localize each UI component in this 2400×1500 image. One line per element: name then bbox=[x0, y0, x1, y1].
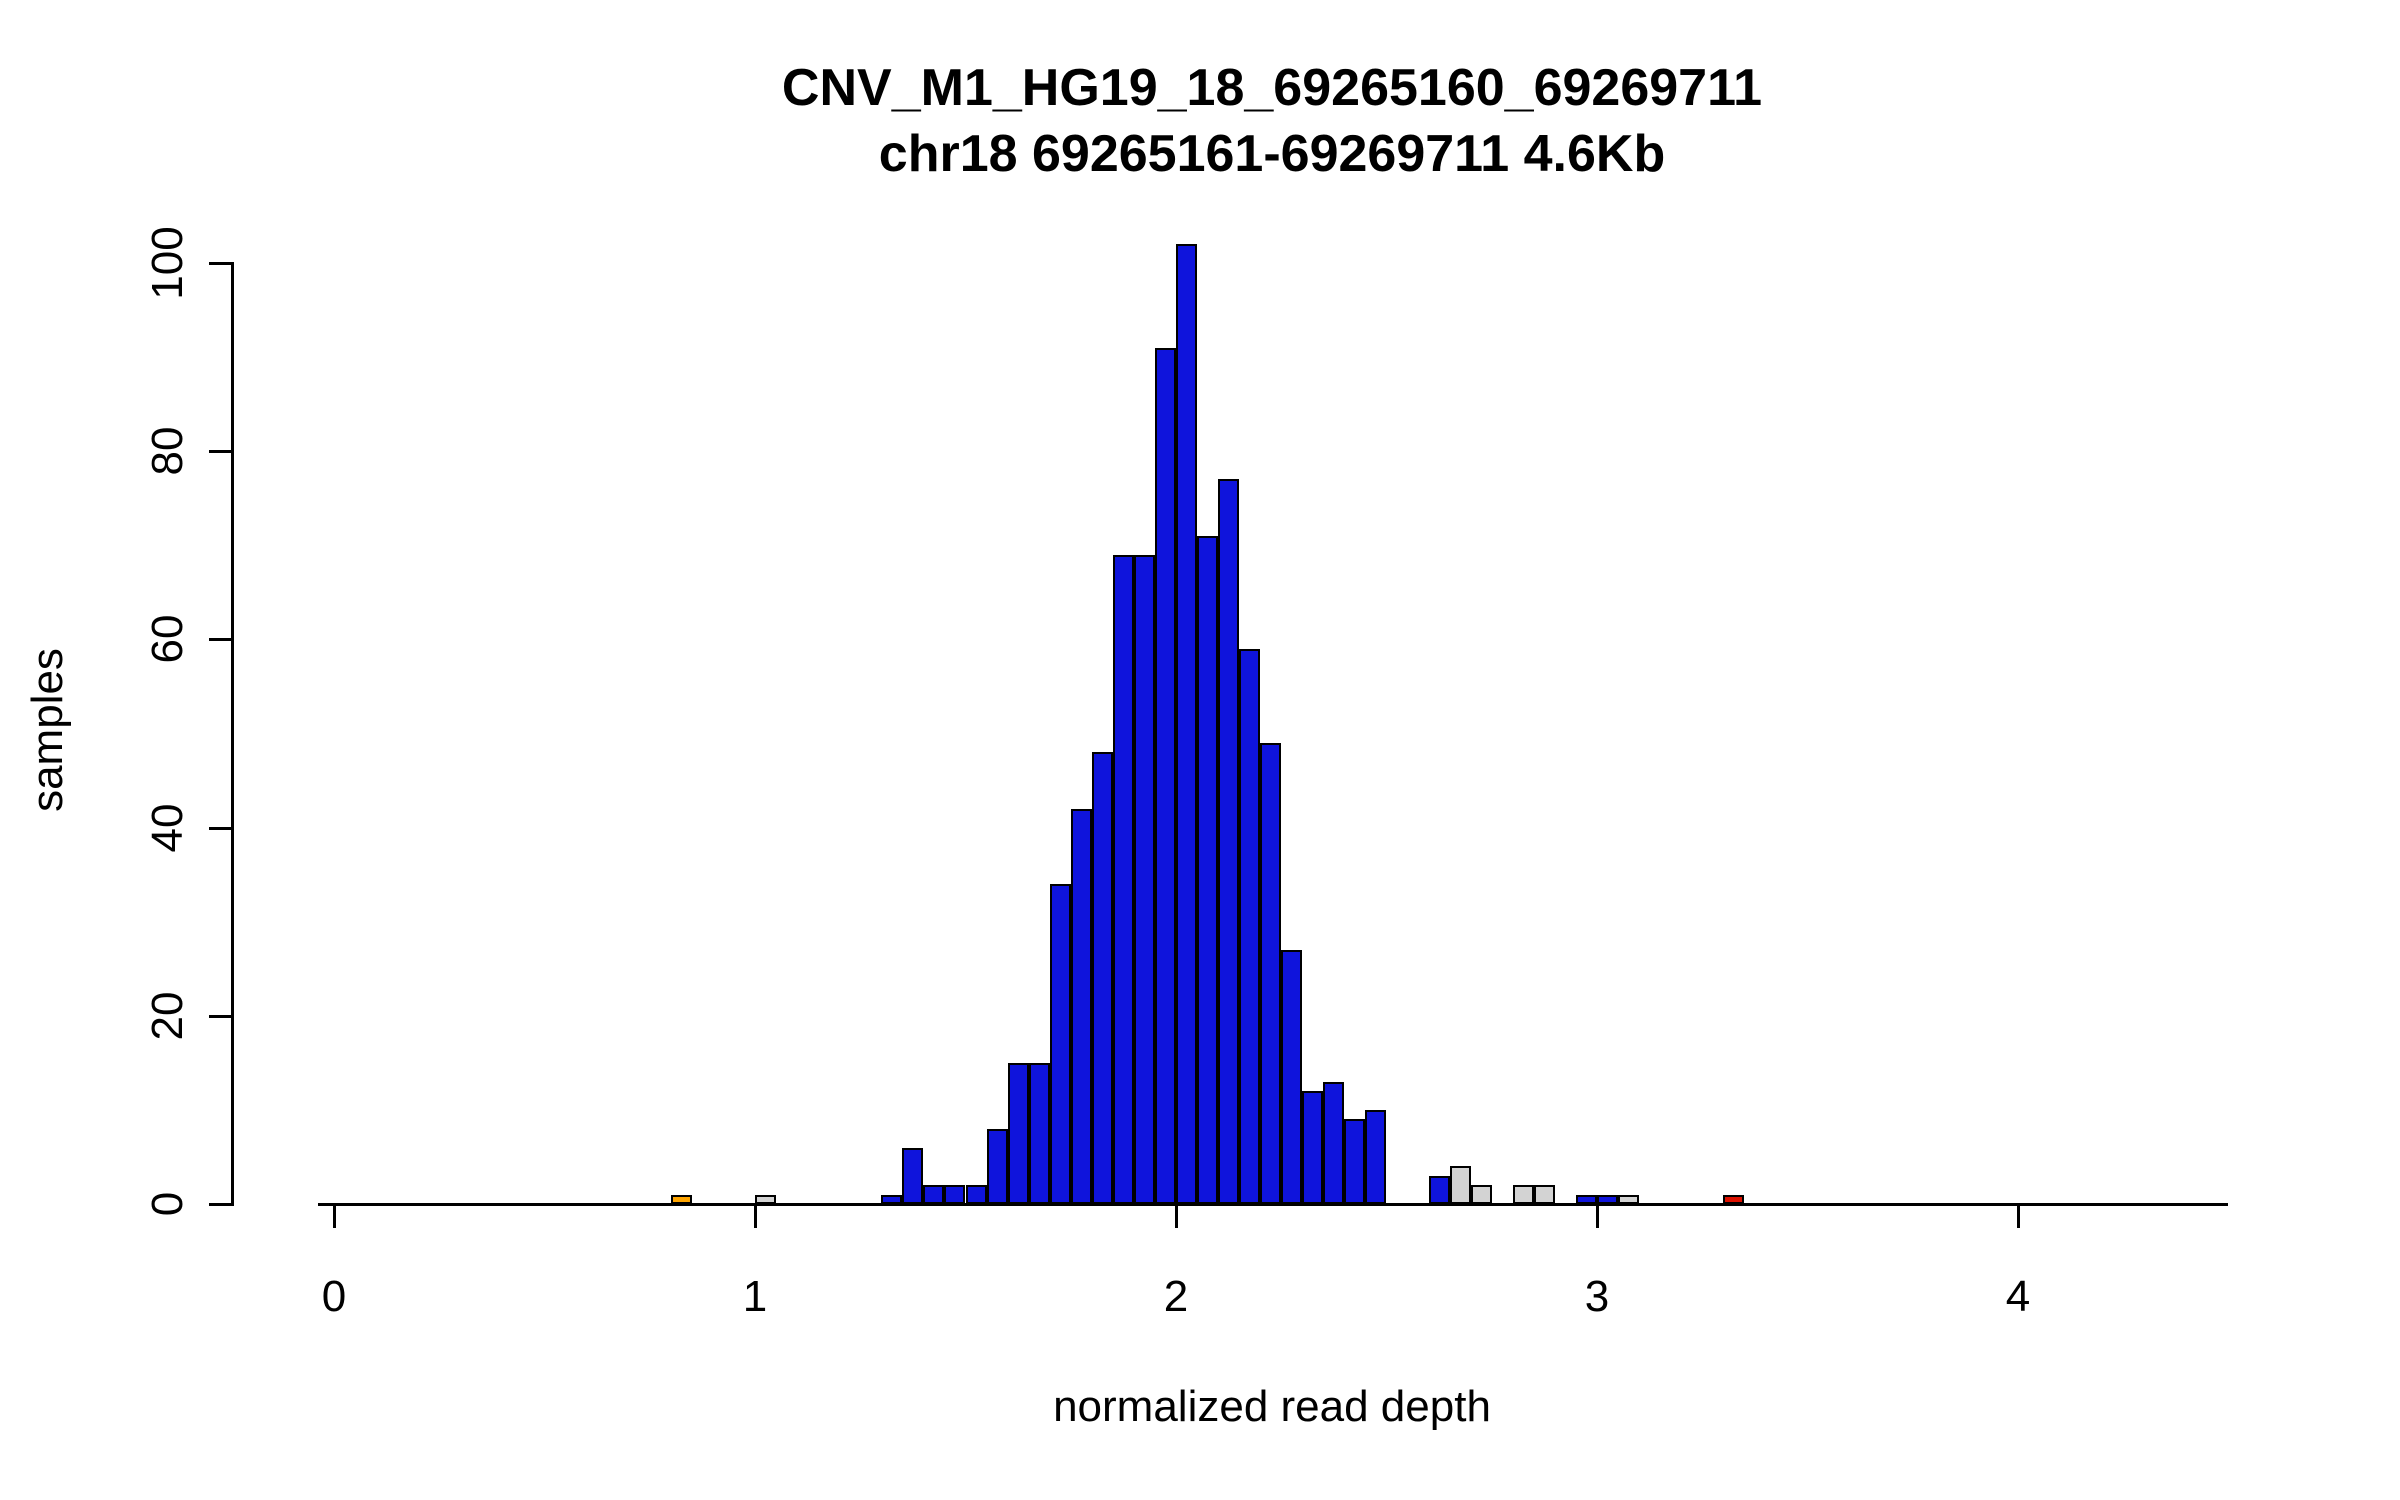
histogram-bar bbox=[1239, 648, 1261, 1204]
histogram-bar bbox=[1597, 1194, 1619, 1204]
y-tick-label: 0 bbox=[143, 1191, 192, 1217]
x-axis-label: normalized read depth bbox=[1053, 1382, 1491, 1431]
y-tick-label: 100 bbox=[143, 226, 192, 300]
x-tick-mark bbox=[1596, 1206, 1599, 1228]
y-tick-label: 80 bbox=[143, 426, 192, 476]
x-tick-mark bbox=[2017, 1206, 2020, 1228]
histogram-bar bbox=[1281, 949, 1303, 1204]
histogram-bar bbox=[1133, 554, 1155, 1204]
histogram-bar bbox=[902, 1147, 924, 1204]
x-tick-mark bbox=[1175, 1206, 1178, 1228]
histogram-bar bbox=[923, 1185, 945, 1204]
histogram-bar bbox=[1091, 752, 1113, 1204]
histogram-bar bbox=[1154, 347, 1176, 1204]
y-tick-mark bbox=[209, 826, 231, 830]
x-axis-line bbox=[318, 1203, 2228, 1206]
histogram-bar bbox=[1112, 554, 1134, 1204]
histogram-bar bbox=[944, 1185, 966, 1204]
histogram-bar bbox=[986, 1128, 1008, 1204]
x-tick-label: 3 bbox=[1584, 1272, 1610, 1321]
x-tick-label: 0 bbox=[321, 1272, 347, 1321]
x-tick-mark bbox=[333, 1206, 336, 1228]
x-tick-label: 2 bbox=[1163, 1272, 1189, 1321]
histogram-bar bbox=[1512, 1185, 1534, 1204]
histogram-bar bbox=[1218, 479, 1240, 1204]
y-tick-label: 60 bbox=[143, 614, 192, 664]
y-tick-mark bbox=[209, 1014, 231, 1018]
histogram-bar bbox=[965, 1185, 987, 1204]
y-tick-label: 20 bbox=[143, 991, 192, 1041]
y-tick-mark bbox=[209, 638, 231, 642]
histogram-bar bbox=[1723, 1194, 1745, 1204]
histogram-bar bbox=[1049, 884, 1071, 1204]
histogram-bar bbox=[1302, 1091, 1324, 1204]
histogram-bar bbox=[1575, 1194, 1597, 1204]
histogram-bar bbox=[670, 1194, 692, 1204]
histogram-bar bbox=[1618, 1194, 1640, 1204]
histogram-bar bbox=[1176, 244, 1198, 1204]
y-tick-mark bbox=[209, 1203, 231, 1206]
histogram-bar bbox=[1323, 1081, 1345, 1204]
x-tick-label: 1 bbox=[742, 1272, 768, 1321]
x-tick-label: 4 bbox=[2005, 1272, 2031, 1321]
histogram-bar bbox=[1365, 1109, 1387, 1204]
chart-title: CNV_M1_HG19_18_69265160_69269711 bbox=[781, 59, 1763, 117]
histogram-bar bbox=[1028, 1062, 1050, 1204]
histogram-bar bbox=[1470, 1185, 1492, 1204]
y-tick-mark bbox=[209, 450, 231, 454]
histogram-bar bbox=[881, 1194, 903, 1204]
histogram-bar bbox=[1070, 808, 1092, 1204]
histogram-bar bbox=[1533, 1185, 1555, 1204]
histogram-bar bbox=[755, 1194, 777, 1204]
histogram-bar bbox=[1428, 1175, 1450, 1204]
y-tick-mark bbox=[209, 262, 231, 265]
histogram-bar bbox=[1197, 535, 1219, 1204]
histogram-bar bbox=[1260, 742, 1282, 1204]
histogram-bar bbox=[1007, 1062, 1029, 1204]
y-axis-line bbox=[231, 262, 234, 1206]
histogram-bar bbox=[1344, 1119, 1366, 1204]
chart-subtitle: chr18 69265161-69269711 4.6Kb bbox=[878, 125, 1666, 183]
x-tick-mark bbox=[754, 1206, 757, 1228]
y-tick-label: 40 bbox=[143, 803, 192, 853]
histogram-bar bbox=[1449, 1166, 1471, 1204]
